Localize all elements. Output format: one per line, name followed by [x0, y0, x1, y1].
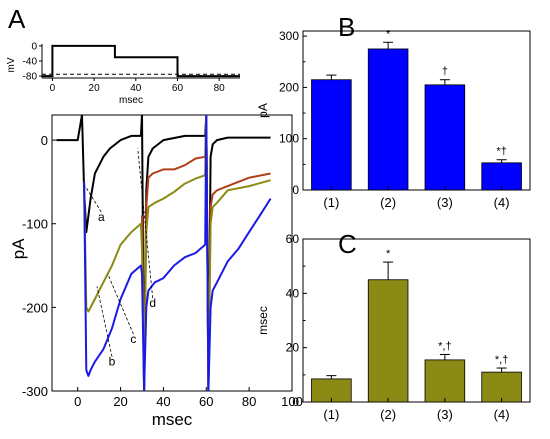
- main-y-tick-label: -200: [22, 300, 48, 315]
- trace-leader-a: [84, 185, 102, 213]
- b-bar: [367, 48, 409, 191]
- c-significance-marker: *: [386, 248, 391, 260]
- inset-x-tick-label: 40: [130, 83, 142, 94]
- main-x-axis-label: msec: [152, 410, 193, 429]
- inset-x-tick-label: 0: [50, 83, 56, 94]
- trace-label-a: a: [98, 210, 105, 224]
- trace-line-a: [56, 115, 271, 391]
- inset-x-tick-label: 20: [89, 83, 101, 94]
- c-bar: [367, 279, 409, 403]
- main-x-tick-label: 60: [199, 394, 213, 409]
- main-y-tick-label: -100: [22, 217, 48, 232]
- trace-line-b: [83, 115, 272, 391]
- b-y-axis-label: pA: [256, 103, 270, 118]
- c-x-tick-label: (4): [494, 407, 510, 422]
- trace-leader-b: [96, 286, 113, 357]
- panel-label-a: A: [8, 4, 26, 34]
- trace-leader-c: [107, 273, 134, 335]
- main-x-tick-label: 0: [74, 394, 81, 409]
- main-x-tick-label: 100: [281, 394, 303, 409]
- trace-line-d: [141, 115, 271, 391]
- c-y-tick-label: 0: [292, 395, 299, 409]
- inset-voltage-step-line: [42, 44, 240, 78]
- trace-label-d: d: [149, 296, 156, 310]
- trace-label-b: b: [109, 355, 116, 369]
- b-x-tick-label: (2): [380, 195, 396, 210]
- b-y-tick-label: 300: [279, 29, 299, 43]
- inset-y-tick-label: -40: [23, 57, 38, 68]
- b-x-tick-label: (1): [323, 195, 339, 210]
- voltage-protocol-inset: 0 20 40 60 80 0 -40 -80 msec mV: [6, 41, 240, 106]
- b-y-tick-label: 200: [279, 80, 299, 94]
- bar-chart-time: 0 20 40 60 msec (1) (2) * (3) *,† (4) *,†: [256, 232, 531, 422]
- b-x-tick-label: (4): [494, 195, 510, 210]
- main-x-tick-label: 40: [156, 394, 170, 409]
- main-y-axis-label: pA: [9, 238, 28, 259]
- b-y-tick-label: 100: [279, 132, 299, 146]
- main-y-tick-label: -300: [22, 384, 48, 399]
- c-bar: [481, 371, 522, 403]
- b-significance-marker: *: [386, 28, 391, 40]
- b-x-tick-label: (3): [437, 195, 453, 210]
- b-significance-marker: *†: [496, 146, 506, 158]
- trace-line-c: [83, 115, 271, 391]
- main-x-tick-label: 20: [113, 394, 127, 409]
- b-bar: [311, 79, 352, 191]
- c-y-tick-label: 60: [286, 232, 300, 246]
- c-y-axis-label: msec: [256, 306, 270, 335]
- c-bar: [424, 359, 466, 403]
- panel-label-b: B: [338, 12, 355, 42]
- inset-x-axis-label: msec: [119, 95, 143, 106]
- main-y-tick-label: 0: [41, 133, 48, 148]
- c-significance-marker: *,†: [495, 354, 508, 366]
- trace-leader-d: [137, 148, 154, 299]
- inset-y-tick-label: 0: [31, 41, 37, 52]
- b-plot-frame: [302, 30, 531, 191]
- c-x-tick-label: (1): [323, 407, 339, 422]
- b-bar: [481, 162, 522, 191]
- c-y-tick-label: 20: [286, 341, 300, 355]
- c-y-tick-label: 40: [286, 286, 300, 300]
- main-plot-frame: [51, 114, 293, 392]
- c-x-tick-label: (2): [380, 407, 396, 422]
- b-y-tick-label: 0: [292, 183, 299, 197]
- traces-group: [56, 115, 272, 391]
- b-significance-marker: †: [442, 66, 448, 78]
- c-significance-marker: *,†: [438, 340, 451, 352]
- inset-x-tick-label: 80: [214, 83, 226, 94]
- inset-y-axis-label: mV: [6, 57, 17, 72]
- inset-y-tick-label: -80: [23, 72, 38, 83]
- b-bar: [424, 84, 466, 191]
- bar-chart-amplitude: 0 100 200 300 pA (1) (2) * (3) † (4) *†: [256, 28, 531, 210]
- main-x-tick-label: 80: [242, 394, 256, 409]
- trace-label-c: c: [130, 332, 136, 346]
- inset-x-tick-label: 60: [172, 83, 184, 94]
- c-x-tick-label: (3): [437, 407, 453, 422]
- panel-label-c: C: [338, 229, 357, 259]
